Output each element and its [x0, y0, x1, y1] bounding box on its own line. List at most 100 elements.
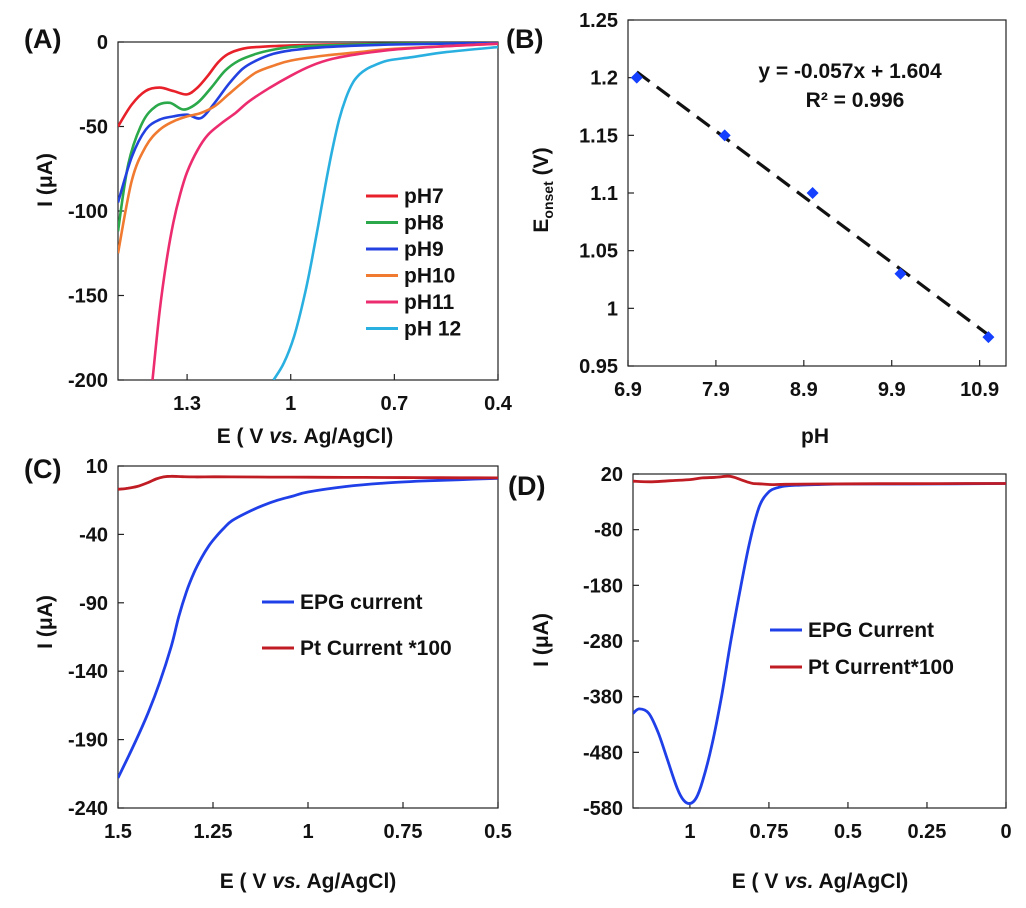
panel-d-xlabel-part1: E ( V [732, 870, 785, 893]
panel-b-ytick-label: 1.15 [579, 125, 618, 147]
panel-c-xtick-label: 0.75 [384, 821, 423, 843]
panel-b-data-point [718, 129, 731, 142]
panel-a-series-line-ph9 [118, 42, 498, 203]
panel-b-xlabel: pH [801, 425, 829, 448]
panel-a-xtick-label: 0.7 [380, 393, 408, 415]
panel-d-xtick-label: 0 [1000, 821, 1011, 843]
panel-label-a: (A) [24, 24, 61, 54]
panel-a-axes: 0 -50 -100 -150 -200 1.3 1 0.7 0.4 [68, 32, 513, 415]
panel-c-ytick-label: -90 [79, 593, 108, 615]
panel-b-ytick-label: 1.05 [579, 241, 618, 263]
panel-b-ytick-label: 1.2 [590, 68, 618, 90]
panel-b-xtick-label: 9.9 [878, 379, 906, 401]
panel-b-r-squared: R² = 0.996 [806, 89, 905, 112]
panel-c-ytick-label: -190 [68, 730, 108, 752]
panel-c-xlabel: E ( V vs. Ag/AgCl) [220, 870, 397, 893]
panel-b: (B) 0.95 1 1.05 1.1 1.15 1.2 1.25 6.9 7.9 8.9 9.9 1… [506, 10, 1007, 448]
panel-a-ytick-label: 0 [97, 32, 108, 54]
panel-c-xtick-label: 1.25 [194, 821, 233, 843]
panel-d-series-line-epg-current [633, 482, 1006, 805]
panel-c-xlabel-part2: vs. [272, 870, 301, 893]
panel-d-series-lines [633, 474, 1006, 805]
panel-b-axes: 0.95 1 1.05 1.1 1.15 1.2 1.25 6.9 7.9 8.9 9.9 10.9 [579, 10, 1007, 401]
panel-c-xtick-label: 1 [302, 821, 313, 843]
panel-b-ylabel-unit: (V) [530, 147, 553, 181]
panel-b-ytick-label: 1.25 [579, 10, 618, 32]
panel-d-xtick-label: 0.75 [749, 821, 788, 843]
panel-c-xlabel-part3: Ag/AgCl) [301, 870, 396, 893]
panel-c-legend-label-pt-current-100: Pt Current *100 [300, 637, 452, 660]
panel-a-xlabel: E ( V vs. Ag/AgCl) [217, 425, 394, 448]
panel-a-legend: pH7 pH8 pH9 pH10 pH11 pH 12 [366, 185, 461, 341]
panel-a-ytick-label: -50 [79, 117, 108, 139]
panel-a-ytick-label: -200 [68, 370, 108, 392]
panel-d-ytick-label: -380 [583, 687, 623, 709]
panel-d-ytick-label: 20 [601, 464, 623, 486]
panel-label-b: (B) [506, 24, 543, 54]
panel-a-series-line-ph11 [151, 42, 498, 380]
panel-b-ylabel-main: E [530, 219, 553, 233]
panel-a-ylabel: I (μA) [34, 153, 57, 207]
panel-c-ytick-label: -40 [79, 524, 108, 546]
panel-a-series [118, 42, 498, 380]
panel-a-legend-label-ph10: pH10 [404, 265, 455, 288]
panel-a: (A) 0 -50 -100 -150 -200 1.3 1 0.7 0.4 E ( V vs.… [24, 24, 513, 448]
panel-c-legend-label-epg-current: EPG current [300, 591, 423, 614]
panel-b-xtick-label: 7.9 [702, 379, 730, 401]
panel-d-ylabel: I (μA) [530, 613, 553, 667]
panel-d-xlabel-part3: Ag/AgCl) [813, 870, 908, 893]
panel-a-legend-label-ph-12: pH 12 [404, 318, 461, 341]
panel-a-series-line-ph7 [118, 42, 498, 128]
panel-d-ytick-label: -80 [594, 520, 623, 542]
panel-a-series-line-ph10 [118, 42, 498, 254]
panel-d-xtick-label: 1 [684, 821, 695, 843]
panel-a-legend-label-ph9: pH9 [404, 238, 444, 261]
panel-d-xlabel: E ( V vs. Ag/AgCl) [732, 870, 909, 893]
panel-d-series [633, 474, 1006, 805]
panel-c-series-line-epg-current [118, 476, 498, 779]
panel-d-axes: 20 -80 -180 -280 -380 -480 -580 1 0.75 0.5 0.25 0 [583, 464, 1012, 843]
panel-d-legend-label-epg-current: EPG Current [808, 619, 934, 642]
panel-b-series [630, 70, 995, 344]
panel-c-xtick-label: 0.5 [484, 821, 512, 843]
panel-d-xtick-label: 0.25 [908, 821, 947, 843]
panel-b-trendline [635, 70, 990, 337]
panel-c-series [118, 474, 498, 779]
panel-a-xtick-label: 1 [285, 393, 296, 415]
panel-a-xtick-label: 0.4 [484, 393, 513, 415]
panel-b-ylabel: Eonset (V) [530, 147, 556, 232]
panel-c-legend: EPG current Pt Current *100 [262, 591, 452, 660]
panel-d-xtick-label: 0.5 [834, 821, 862, 843]
panel-b-ytick-label: 0.95 [579, 356, 618, 378]
panel-a-xlabel-part3: Ag/AgCl) [298, 425, 393, 448]
panel-a-legend-label-ph11: pH11 [404, 291, 455, 314]
panel-a-xlabel-part1: E ( V [217, 425, 270, 448]
panel-c-series-lines [118, 474, 498, 779]
panel-b-data-point [894, 267, 907, 280]
panel-label-c: (C) [24, 454, 61, 484]
panel-d-ytick-label: -580 [583, 798, 623, 820]
panel-b-equation: y = -0.057x + 1.604 [758, 60, 942, 83]
panel-d-series-line-pt-current-100 [633, 474, 1006, 486]
panel-b-data-point [806, 187, 819, 199]
panel-b-xtick-label: 8.9 [790, 379, 818, 401]
panel-b-data-point [982, 331, 995, 344]
panel-a-legend-label-ph8: pH8 [404, 212, 444, 235]
panel-a-series-line-ph-12 [272, 45, 498, 380]
panel-a-xtick-label: 1.3 [173, 393, 201, 415]
panel-a-xlabel-part2: vs. [269, 425, 298, 448]
panel-c-ylabel: I (μA) [34, 595, 57, 649]
panel-b-ylabel-sub: onset [540, 181, 556, 219]
panel-d-legend-label-pt-current-100: Pt Current*100 [808, 656, 954, 679]
panel-c-ytick-label: -140 [68, 661, 108, 683]
panel-d-xlabel-part2: vs. [784, 870, 813, 893]
panel-d-ytick-label: -180 [583, 575, 623, 597]
panel-b-ytick-label: 1.1 [590, 183, 618, 205]
panel-a-ytick-label: -150 [68, 286, 108, 308]
panel-b-data-point [630, 71, 643, 84]
panel-b-xtick-label: 10.9 [960, 379, 999, 401]
panel-label-d: (D) [508, 471, 545, 501]
panel-d-ytick-label: -280 [583, 631, 623, 653]
